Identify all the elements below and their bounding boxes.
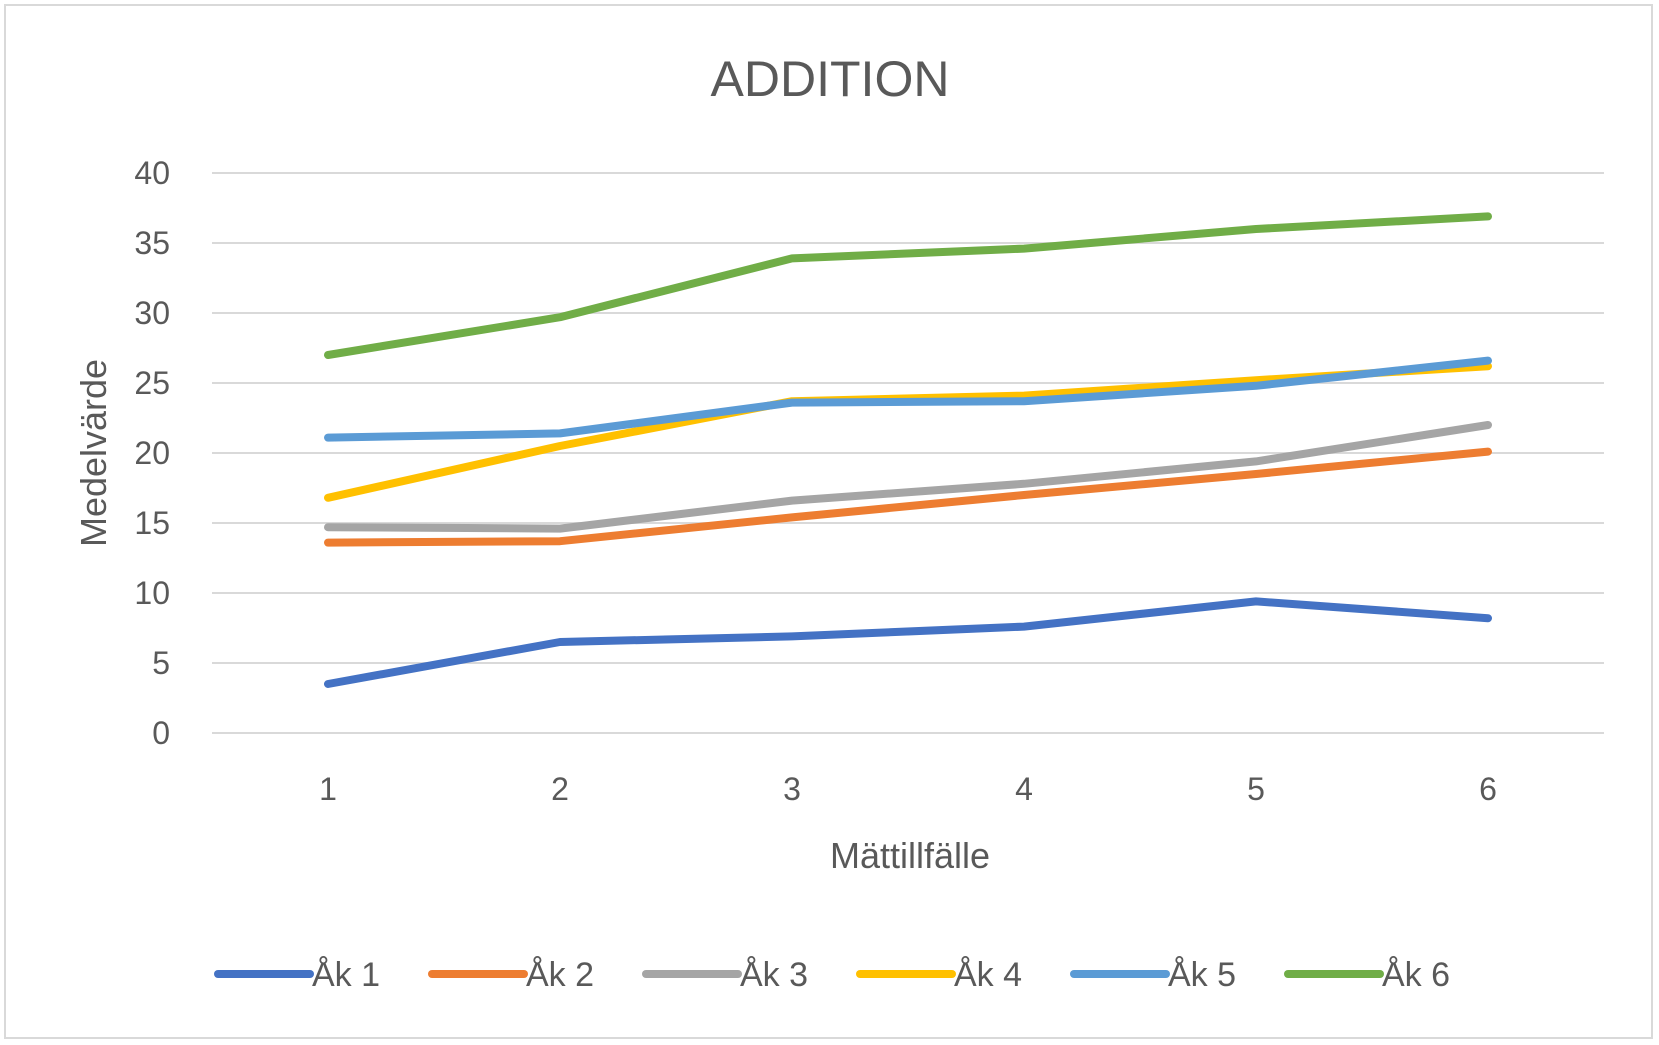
y-tick-label: 35 <box>134 225 170 261</box>
legend-label: Åk 6 <box>1382 956 1450 994</box>
y-axis-ticks: 0 5 10 15 20 25 30 35 40 <box>134 155 170 751</box>
legend-item: Åk 5 <box>1070 956 1236 994</box>
y-axis-title: Medelvärde <box>73 359 114 547</box>
legend-label: Åk 3 <box>740 956 808 994</box>
legend: Åk 1 Åk 2 Åk 3 Åk 4 Åk 5 Åk 6 <box>214 956 1450 994</box>
x-tick-label: 5 <box>1247 771 1265 807</box>
legend-label: Åk 2 <box>526 956 594 994</box>
series-line-3 <box>324 421 1492 533</box>
x-axis-title: Mättillfälle <box>830 835 990 876</box>
y-tick-label: 0 <box>152 715 170 751</box>
series-line-6 <box>324 212 1492 359</box>
y-tick-label: 40 <box>134 155 170 191</box>
legend-item: Åk 6 <box>1284 956 1450 994</box>
legend-label: Åk 1 <box>312 956 380 994</box>
y-tick-label: 15 <box>134 505 170 541</box>
y-tick-label: 5 <box>152 645 170 681</box>
y-tick-label: 25 <box>134 365 170 401</box>
x-tick-label: 4 <box>1015 771 1033 807</box>
chart-title: ADDITION <box>711 51 950 107</box>
y-tick-label: 20 <box>134 435 170 471</box>
y-tick-label: 10 <box>134 575 170 611</box>
legend-item: Åk 1 <box>214 956 380 994</box>
x-axis-ticks: 1 2 3 4 5 6 <box>319 771 1497 807</box>
series-line-2 <box>324 447 1492 547</box>
x-tick-label: 3 <box>783 771 801 807</box>
series-lines <box>324 212 1492 688</box>
x-tick-label: 2 <box>551 771 569 807</box>
legend-item: Åk 3 <box>642 956 808 994</box>
series-line-1 <box>324 597 1492 688</box>
legend-label: Åk 5 <box>1168 956 1236 994</box>
chart-frame <box>4 4 1653 1039</box>
y-tick-label: 30 <box>134 295 170 331</box>
x-tick-label: 1 <box>319 771 337 807</box>
series-line-5 <box>324 356 1492 442</box>
legend-item: Åk 2 <box>428 956 594 994</box>
legend-item: Åk 4 <box>856 956 1022 994</box>
legend-label: Åk 4 <box>954 956 1022 994</box>
x-tick-label: 6 <box>1479 771 1497 807</box>
